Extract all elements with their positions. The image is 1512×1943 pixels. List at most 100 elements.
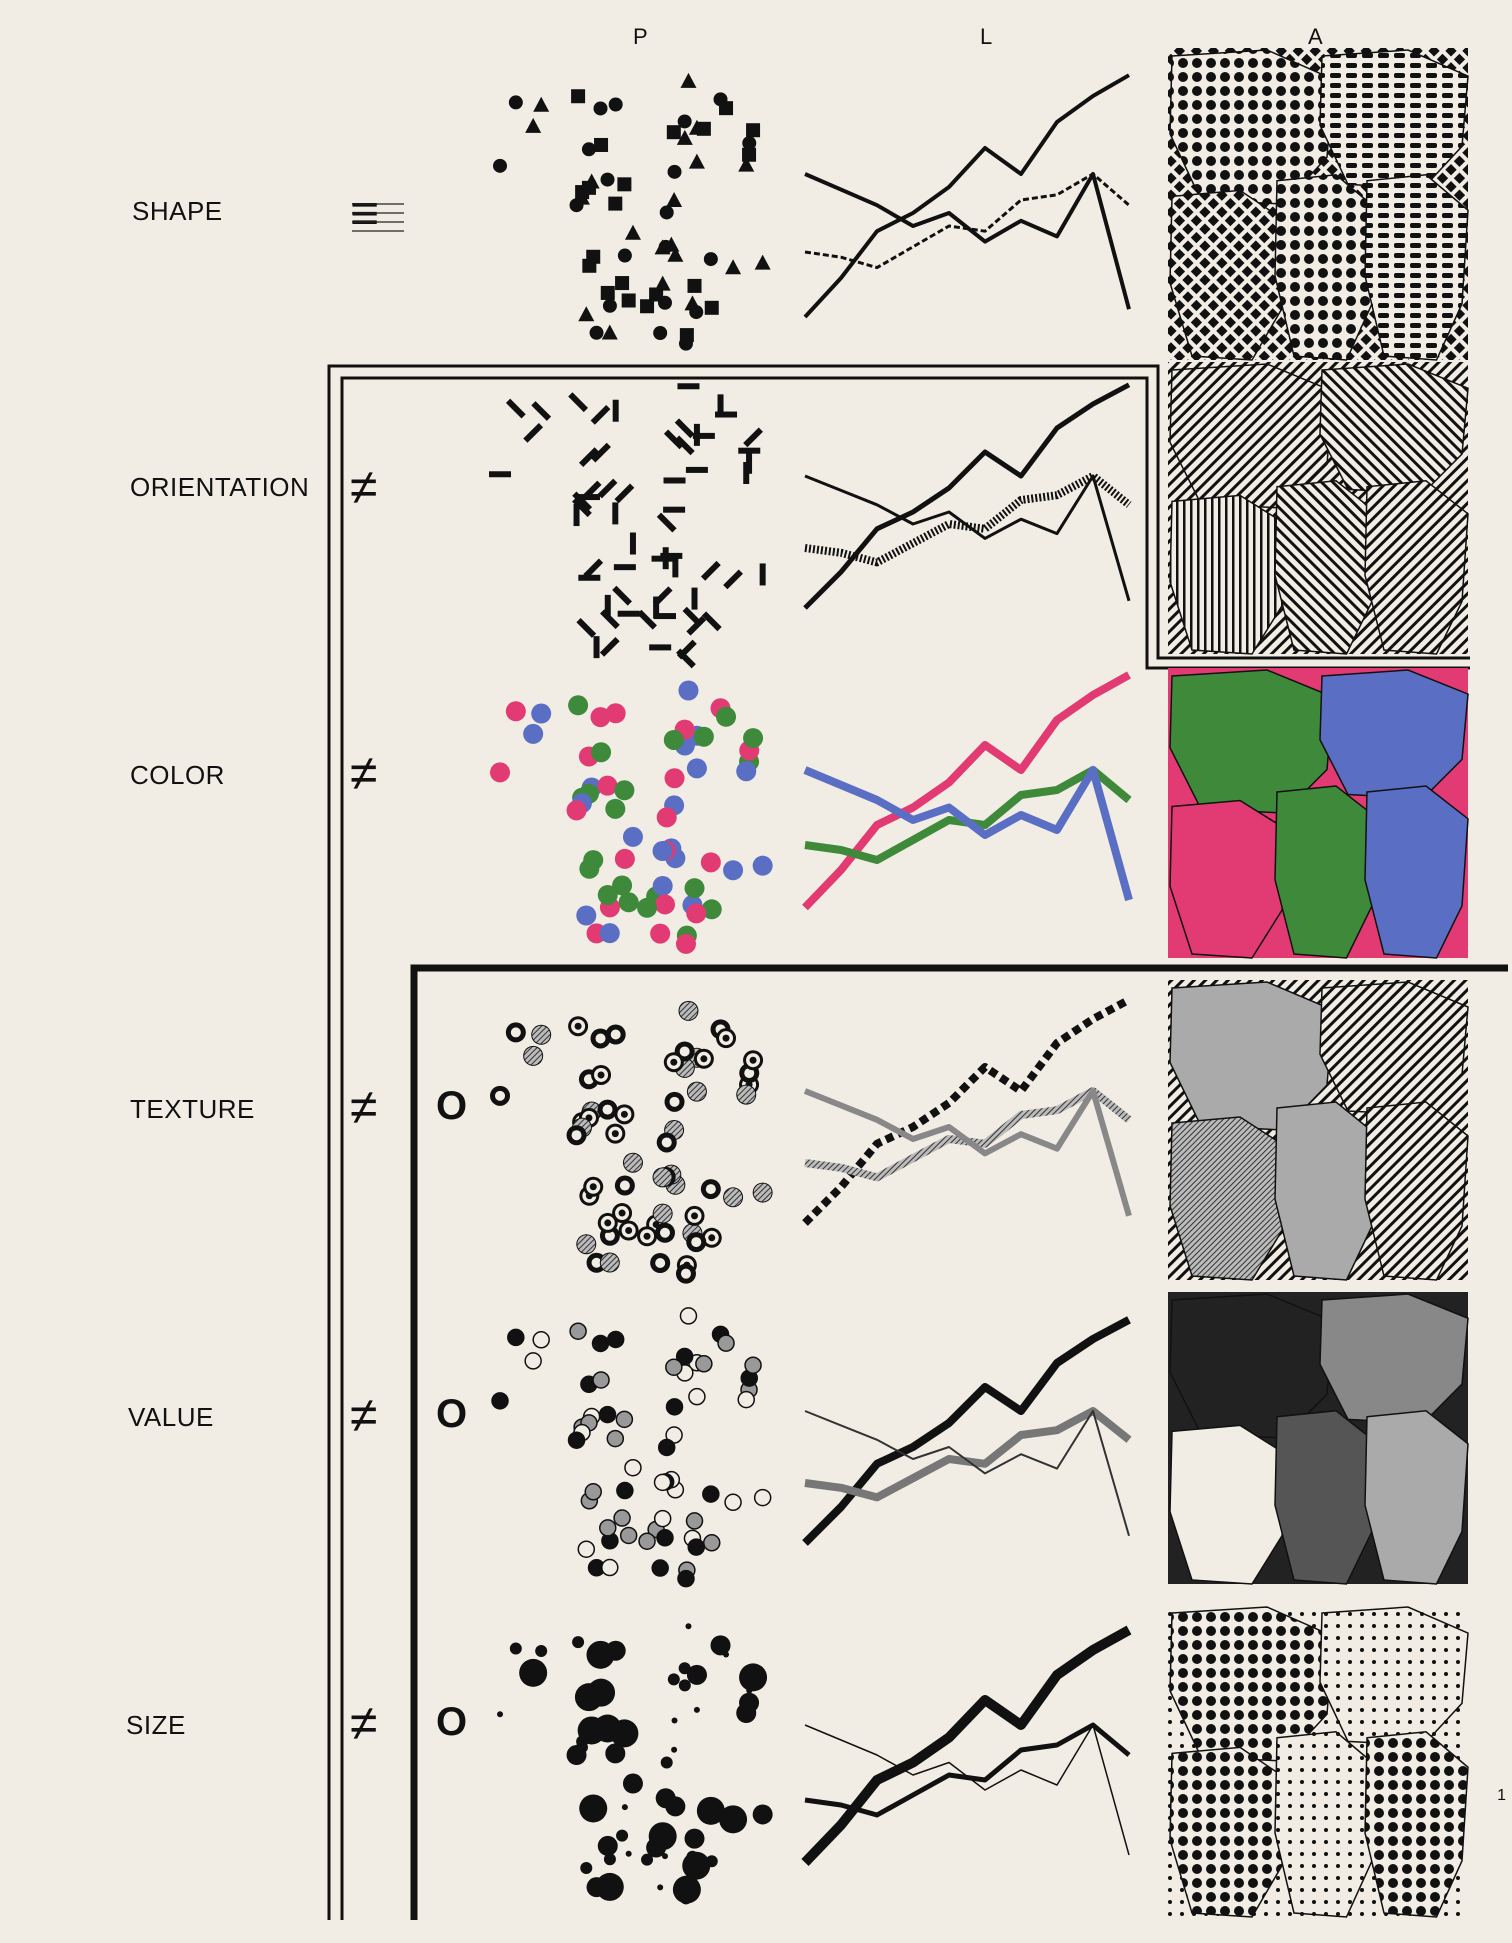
point-textured-core <box>643 1232 651 1240</box>
point-oriented-bar <box>617 610 640 617</box>
point-oriented-bar <box>531 401 552 421</box>
point-textured <box>618 1220 639 1241</box>
point-value-dot <box>592 1371 610 1389</box>
point-textured-core <box>749 1056 757 1064</box>
point-colored-dot <box>700 852 721 873</box>
point-circle <box>608 97 623 112</box>
frame-line-outer <box>327 364 1470 1920</box>
point-colored-dot <box>599 923 620 944</box>
point-textured <box>686 1081 707 1102</box>
point-square <box>600 285 615 300</box>
point-square <box>571 89 586 104</box>
point-textured <box>654 1222 675 1243</box>
point-textured <box>684 1205 705 1226</box>
point-colored-dot <box>612 875 633 896</box>
point-colored-dot <box>597 884 618 905</box>
point-circle <box>653 326 668 341</box>
point-circle <box>602 298 617 313</box>
point-value-dot <box>737 1390 755 1409</box>
point-sized-dot <box>605 1743 626 1764</box>
row-label-shape: SHAPE <box>132 196 223 226</box>
point-textured-ring <box>591 1257 602 1268</box>
point-textured <box>693 1048 714 1069</box>
point-textured-ring <box>691 1237 702 1248</box>
point-circle <box>678 336 693 351</box>
point-textured <box>664 1091 685 1112</box>
frame-line-association <box>410 964 1508 1920</box>
area-region <box>1364 1731 1469 1918</box>
point-circle <box>689 305 704 320</box>
point-triangle <box>688 153 705 169</box>
point-sized-dot <box>710 1635 731 1656</box>
point-value-dot <box>591 1334 610 1353</box>
point-circle <box>581 142 596 157</box>
point-sized-dot <box>497 1711 504 1718</box>
symbol-value: ≠ <box>350 1387 378 1443</box>
area-region <box>1319 49 1469 190</box>
point-textured <box>656 1132 677 1153</box>
area-region <box>1319 669 1469 800</box>
point-textured-core <box>604 1219 612 1227</box>
line-series-3 <box>804 474 1131 602</box>
row-label-value: VALUE <box>128 1402 214 1432</box>
line-series-3 <box>803 1088 1132 1217</box>
point-sized-dot <box>625 1850 632 1857</box>
page-number: 1 <box>1497 1787 1506 1804</box>
point-textured <box>605 1024 626 1045</box>
area-regions <box>1169 363 1469 655</box>
point-value-dot <box>638 1532 656 1550</box>
point-value-dot <box>619 1526 638 1545</box>
point-colored-dot <box>693 726 714 747</box>
point-sized-dot <box>610 1719 639 1748</box>
point-circle <box>569 198 584 213</box>
point-textured-core <box>597 1071 605 1079</box>
point-square <box>687 278 702 293</box>
point-oriented-bar <box>597 478 618 499</box>
point-circle <box>659 205 674 220</box>
point-textured <box>637 1226 658 1247</box>
line-series-3 <box>804 172 1131 310</box>
point-textured-ring <box>680 1268 691 1279</box>
point-textured <box>650 1253 671 1274</box>
point-circle <box>493 158 508 173</box>
point-sized-dot <box>671 1717 678 1724</box>
point-textured-fill <box>577 1235 596 1254</box>
area-region <box>1364 1410 1469 1585</box>
point-colored-dot <box>723 860 744 881</box>
area-region <box>1274 1731 1379 1918</box>
point-colored-dot <box>656 807 677 828</box>
point-oriented-bar <box>572 497 592 518</box>
point-textured <box>523 1045 544 1066</box>
point-oriented-bar <box>685 466 708 473</box>
point-textured <box>531 1024 552 1045</box>
point-textured <box>663 1052 684 1073</box>
area-region <box>1169 1424 1289 1585</box>
point-oriented-bar <box>523 422 544 443</box>
point-textured <box>599 1252 620 1273</box>
point-value-dot <box>616 1481 634 1500</box>
area-region <box>1364 174 1469 361</box>
point-value-dot <box>656 1529 674 1547</box>
area-region <box>1274 174 1379 361</box>
point-colored-dot <box>605 703 626 724</box>
point-oriented-bar <box>578 574 601 581</box>
point-circle <box>703 252 718 267</box>
area-region <box>1169 1746 1289 1918</box>
area-region <box>1319 363 1469 495</box>
point-colored-dot <box>684 878 705 899</box>
point-textured-fill <box>532 1025 551 1044</box>
line-series-2 <box>804 472 1132 567</box>
point-value-dot <box>665 1398 684 1416</box>
point-value-dot <box>491 1392 509 1410</box>
point-value-dot <box>577 1540 596 1558</box>
area-region <box>1274 785 1379 959</box>
point-oriented-bar <box>593 636 600 659</box>
point-textured-core <box>611 1130 619 1138</box>
point-square <box>621 293 636 308</box>
point-oriented-bar <box>572 491 593 512</box>
point-square <box>719 101 734 116</box>
point-value-dot <box>601 1558 619 1577</box>
point-value-dot <box>677 1569 695 1588</box>
point-oriented-bar <box>743 427 763 448</box>
